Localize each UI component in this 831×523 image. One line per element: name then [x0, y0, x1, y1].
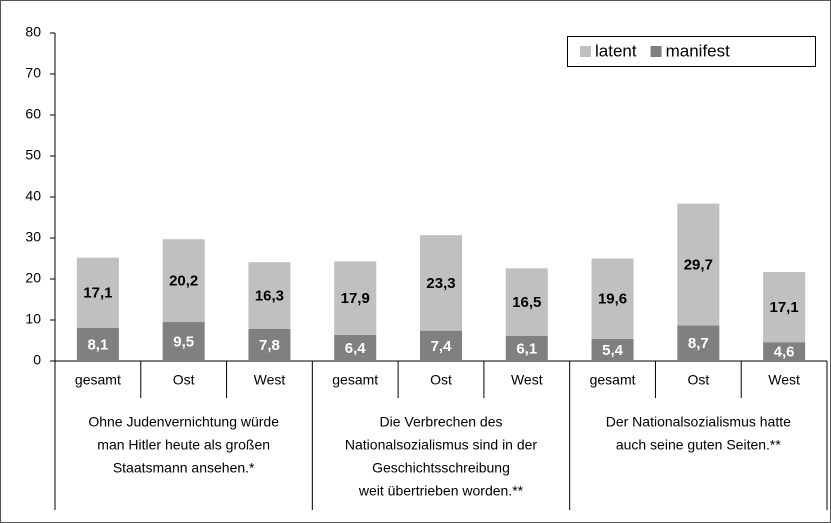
- x-tick-label: gesamt: [332, 372, 378, 388]
- y-tick-label: 70: [25, 65, 41, 81]
- y-tick-label: 20: [25, 270, 41, 286]
- bar-segment: [763, 342, 806, 361]
- data-label: 4,6: [774, 344, 795, 361]
- y-tick-label: 10: [25, 311, 41, 327]
- group-label: Die Verbrechen des: [380, 414, 503, 430]
- bar-segment: [248, 329, 291, 361]
- group-label: Nationalsozialismus sind in der: [345, 437, 538, 453]
- data-label: 19,6: [598, 291, 627, 308]
- bar-segment: [505, 268, 548, 336]
- bar-segment: [76, 327, 119, 361]
- y-tick-label: 40: [25, 188, 41, 204]
- bar-segment: [76, 257, 119, 328]
- data-label: 17,1: [83, 285, 112, 302]
- group-label: Geschichtsschreibung: [372, 460, 510, 476]
- legend-swatch: [650, 46, 662, 57]
- x-tick-label: Ost: [173, 372, 195, 388]
- data-label: 29,7: [684, 256, 713, 273]
- legend-label: latent: [595, 41, 637, 60]
- bar-segment: [591, 338, 634, 361]
- data-label: 16,5: [512, 294, 541, 311]
- data-label: 20,2: [169, 273, 198, 290]
- bar-segment: [419, 330, 463, 361]
- group-label: Ohne Judenvernichtung würde: [88, 414, 279, 430]
- bar-segment: [677, 325, 720, 361]
- group-label: Der Nationalsozialismus hatte: [606, 414, 791, 430]
- data-label: 16,3: [255, 288, 284, 305]
- x-tick-label: West: [254, 372, 286, 388]
- bar-segment: [334, 261, 377, 335]
- x-tick-label: gesamt: [75, 372, 121, 388]
- bar-segment: [419, 235, 463, 331]
- bar-segment: [591, 258, 634, 339]
- y-tick-label: 0: [33, 352, 41, 368]
- bar-segment: [677, 203, 720, 326]
- x-tick-label: Ost: [430, 372, 452, 388]
- y-tick-label: 60: [25, 106, 41, 122]
- data-label: 7,4: [431, 338, 453, 355]
- bar-segment: [162, 322, 205, 361]
- data-label: 8,7: [688, 335, 709, 352]
- legend-box: [567, 36, 816, 67]
- group-label: auch seine guten Seiten.**: [616, 437, 782, 453]
- legend-swatch: [580, 46, 591, 57]
- bar-segment: [763, 272, 806, 343]
- group-label: weit übertrieben worden.**: [358, 483, 524, 499]
- x-tick-label: gesamt: [590, 372, 636, 388]
- y-tick-label: 80: [25, 24, 41, 40]
- x-tick-label: West: [511, 372, 543, 388]
- bar-segment: [505, 335, 548, 361]
- data-label: 7,8: [259, 337, 280, 354]
- data-label: 6,1: [516, 340, 537, 357]
- bar-segment: [248, 262, 291, 330]
- y-tick-label: 30: [25, 229, 41, 245]
- bar-segment: [334, 334, 377, 361]
- x-tick-label: Ost: [687, 372, 709, 388]
- data-label: 6,4: [345, 340, 367, 357]
- data-label: 5,4: [602, 342, 624, 359]
- group-label: Staatsmann ansehen.*: [113, 460, 255, 476]
- data-label: 23,3: [426, 275, 455, 292]
- data-label: 17,9: [341, 290, 370, 307]
- group-label: man Hitler heute als großen: [97, 437, 270, 453]
- data-label: 17,1: [770, 299, 799, 316]
- y-tick-label: 50: [25, 147, 41, 163]
- x-tick-label: West: [768, 372, 800, 388]
- bar-segment: [162, 239, 205, 323]
- legend-label: manifest: [666, 41, 731, 60]
- data-label: 9,5: [173, 333, 194, 350]
- data-label: 8,1: [87, 336, 108, 353]
